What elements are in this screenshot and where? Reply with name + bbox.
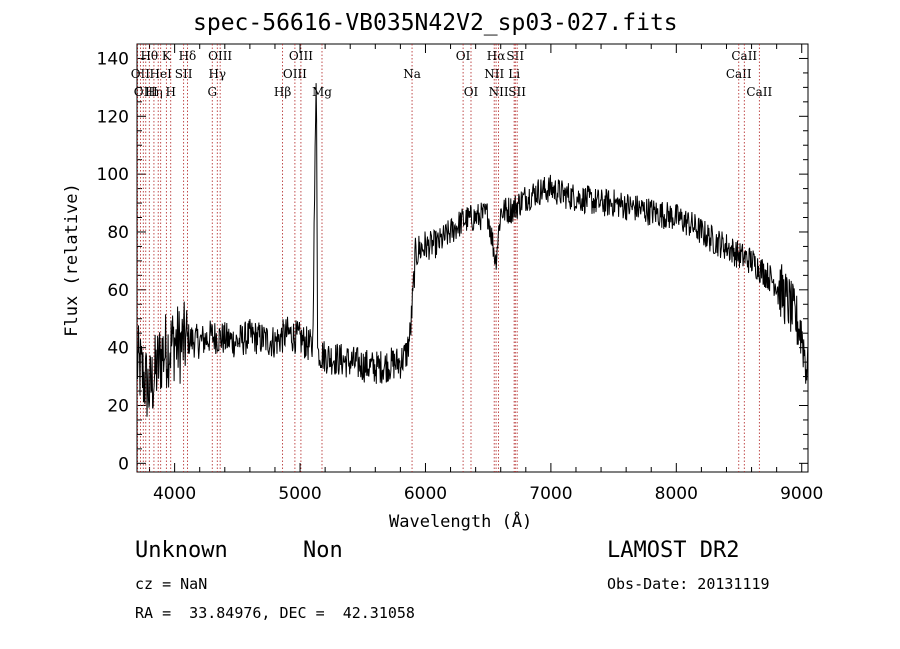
- object-class: Unknown: [135, 538, 228, 563]
- spectral-line-label: NII: [484, 67, 504, 81]
- x-axis-label: Wavelength (Å): [389, 512, 533, 532]
- x-tick-label: 8000: [655, 484, 698, 504]
- spectral-line-label: Hδ: [179, 49, 197, 63]
- spectral-line-label: OI: [456, 49, 471, 63]
- y-tick-label: 140: [97, 49, 129, 69]
- spectral-line-label: OII: [131, 67, 151, 81]
- spectral-line-label: CaII: [746, 85, 772, 99]
- obs-date: Obs-Date: 20131119: [607, 575, 770, 593]
- y-tick-label: 60: [107, 281, 129, 301]
- y-axis-label: Flux (relative): [62, 183, 82, 337]
- chart-title: spec-56616-VB035N42V2_sp03-027.fits: [193, 10, 678, 36]
- spectral-line-label: Mg: [312, 85, 332, 99]
- survey-name: LAMOST DR2: [607, 538, 740, 563]
- spectral-line-label: OIII: [208, 49, 232, 63]
- plot-area: 4000 5000 6000 7000 8000 9000 0 20 40 60 80 100 120 1…: [97, 43, 823, 504]
- spectral-line-label: OIII: [289, 49, 313, 63]
- x-tick-label: 5000: [278, 484, 321, 504]
- spectrum-series-line: [136, 83, 809, 417]
- y-tick-label: 80: [107, 223, 129, 243]
- x-tick-label: 7000: [529, 484, 572, 504]
- redshift-cz: cz = NaN: [135, 575, 208, 593]
- spectral-line-label: SII: [175, 67, 193, 81]
- spectral-line-label: Hη: [145, 85, 163, 99]
- y-tick-label: 120: [97, 107, 129, 127]
- coordinates: RA = 33.84976, DEC = 42.31058: [135, 604, 415, 622]
- spectral-line-label: NII: [489, 85, 509, 99]
- y-tick-label: 100: [97, 165, 129, 185]
- spectral-line-label: Hβ: [274, 85, 291, 99]
- object-subclass: Non: [303, 538, 343, 563]
- spectral-line-label: OIII: [134, 85, 158, 99]
- spectral-line-label: K: [162, 49, 172, 63]
- x-tick-label: 9000: [780, 484, 823, 504]
- y-tick-label: 40: [107, 339, 129, 359]
- spectral-line-label: CaII: [731, 49, 757, 63]
- spectral-line-label: OIII: [283, 67, 307, 81]
- spectral-line-label: SII: [506, 49, 524, 63]
- x-tick-label: 4000: [153, 484, 196, 504]
- spectral-line-label: Hθ: [140, 49, 158, 63]
- spectral-line-label: Li: [508, 67, 520, 81]
- y-tick-label: 0: [118, 454, 129, 474]
- y-tick-label: 20: [107, 396, 129, 416]
- spectral-line-label: G: [207, 85, 217, 99]
- x-tick-label: 6000: [404, 484, 447, 504]
- spectral-line-label: H: [166, 85, 176, 99]
- spectral-line-label: HeI: [150, 67, 173, 81]
- spectral-line-label: Na: [403, 67, 421, 81]
- spectral-line-label: CaII: [726, 67, 752, 81]
- spectral-line-label: Hα: [487, 49, 506, 63]
- spectral-line-label: SII: [508, 85, 526, 99]
- plot-frame: [136, 43, 809, 473]
- spectral-line-label: OI: [464, 85, 479, 99]
- spectral-line-label: Hγ: [208, 67, 226, 81]
